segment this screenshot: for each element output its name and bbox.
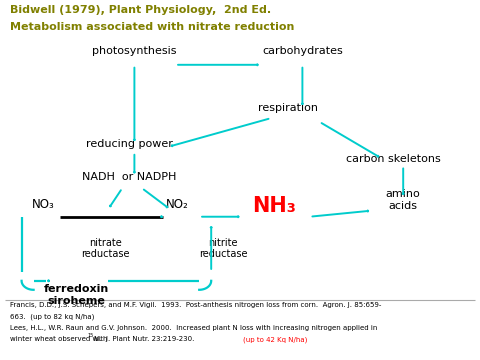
- Text: 663.  (up to 82 kq N/ha): 663. (up to 82 kq N/ha): [10, 313, 94, 320]
- Text: NADH  or NADPH: NADH or NADPH: [83, 172, 177, 182]
- Text: (up to 42 Kq N/ha): (up to 42 Kq N/ha): [243, 336, 307, 343]
- Text: Metabolism associated with nitrate reduction: Metabolism associated with nitrate reduc…: [10, 22, 294, 32]
- Text: respiration: respiration: [258, 103, 318, 113]
- Text: Lees, H.L., W.R. Raun and G.V. Johnson.  2000.  Increased plant N loss with incr: Lees, H.L., W.R. Raun and G.V. Johnson. …: [10, 325, 377, 331]
- Text: N.  J. Plant Nutr. 23:219-230.: N. J. Plant Nutr. 23:219-230.: [94, 336, 199, 342]
- Text: nitrite
reductase: nitrite reductase: [199, 238, 248, 259]
- Text: nitrate
reductase: nitrate reductase: [81, 238, 130, 259]
- Text: NH₃: NH₃: [252, 196, 296, 216]
- Text: 15: 15: [87, 333, 94, 338]
- Text: Francis, D.D., J.S. Schepers, and M.F. Vigil.  1993.  Post-anthesis nitrogen los: Francis, D.D., J.S. Schepers, and M.F. V…: [10, 302, 381, 308]
- Text: NO₂: NO₂: [166, 198, 189, 211]
- Text: winter wheat observed with: winter wheat observed with: [10, 336, 109, 342]
- Text: carbon skeletons: carbon skeletons: [346, 154, 441, 164]
- Text: photosynthesis: photosynthesis: [92, 46, 177, 56]
- Text: carbohydrates: carbohydrates: [262, 46, 343, 56]
- Text: NO₃: NO₃: [32, 198, 55, 211]
- Text: Bidwell (1979), Plant Physiology,  2nd Ed.: Bidwell (1979), Plant Physiology, 2nd Ed…: [10, 5, 271, 15]
- Text: ferredoxin
siroheme: ferredoxin siroheme: [44, 284, 109, 306]
- Text: reducing power: reducing power: [86, 139, 173, 149]
- Text: amino
acids: amino acids: [386, 189, 420, 211]
